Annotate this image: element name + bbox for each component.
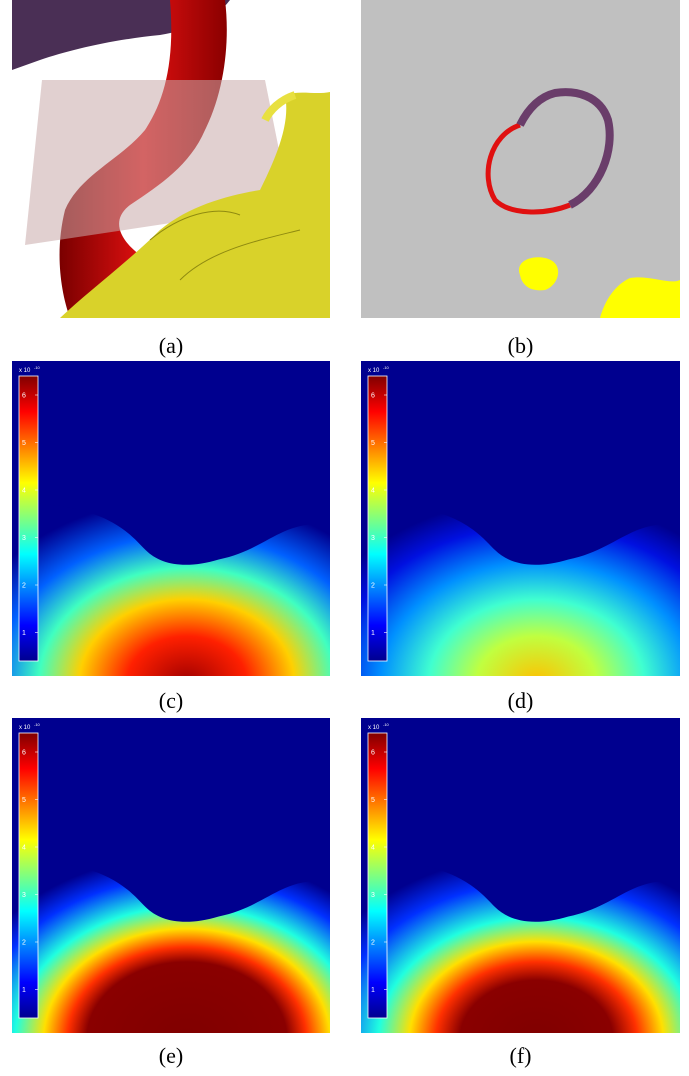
heatmap-panel: x 10-10 1 2 3 4 5 6 — [12, 718, 330, 1033]
colorbar-tick-label: 5 — [22, 797, 26, 804]
colorbar-tick-label: 3 — [371, 892, 375, 899]
colorbar-exponent: -10 — [383, 722, 390, 727]
caption: (c) — [159, 688, 183, 713]
heatmap-panel: x 10-10 1 2 3 4 5 6 — [361, 361, 680, 676]
colorbar-tick-label: 1 — [371, 630, 375, 637]
colorbar — [368, 733, 387, 1018]
figure: (a)(b)(c)(d)(e)(f)x 10-10123456x 10-1012… — [0, 0, 689, 1076]
colorbar-tick-label: 1 — [22, 987, 26, 994]
caption: (d) — [508, 688, 534, 713]
colorbar-tick-label: 4 — [22, 845, 26, 852]
caption: (b) — [508, 333, 534, 358]
caption: (e) — [159, 1043, 183, 1068]
colorbar-tick-label: 4 — [22, 488, 26, 495]
colorbar-multiplier: x 10 — [368, 725, 380, 731]
colorbar-tick-label: 5 — [371, 797, 375, 804]
colorbar-tick-label: 6 — [371, 393, 375, 400]
colorbar-tick-label: 4 — [371, 488, 375, 495]
colorbar-tick-label: 4 — [371, 845, 375, 852]
colorbar-exponent: -10 — [34, 722, 41, 727]
colorbar-tick-label: 6 — [22, 750, 26, 757]
colorbar — [19, 733, 38, 1018]
colorbar-multiplier: x 10 — [19, 725, 31, 731]
cross-section — [361, 0, 680, 318]
colorbar-tick-label: 6 — [371, 750, 375, 757]
colorbar-multiplier: x 10 — [19, 368, 31, 374]
heatmap-panel: x 10-10 1 2 3 4 5 6 — [361, 718, 680, 1033]
caption: (f) — [510, 1043, 532, 1068]
colorbar-exponent: -10 — [34, 365, 41, 370]
colorbar — [19, 376, 38, 661]
colorbar-exponent: -10 — [383, 365, 390, 370]
colorbar-tick-label: 2 — [371, 940, 375, 947]
colorbar-tick-label: 5 — [22, 440, 26, 447]
colorbar-tick-label: 5 — [371, 440, 375, 447]
colorbar-tick-label: 2 — [371, 583, 375, 590]
colorbar-tick-label: 6 — [22, 393, 26, 400]
colorbar-tick-label: 3 — [22, 892, 26, 899]
colorbar-tick-label: 1 — [371, 987, 375, 994]
colorbar-multiplier: x 10 — [368, 368, 380, 374]
colorbar-tick-label: 3 — [22, 535, 26, 542]
colorbar — [368, 376, 387, 661]
heatmap-panel: x 10-10 1 2 3 4 5 6 — [12, 361, 330, 676]
colorbar-tick-label: 3 — [371, 535, 375, 542]
colorbar-tick-label: 1 — [22, 630, 26, 637]
colorbar-tick-label: 2 — [22, 583, 26, 590]
colorbar-tick-label: 2 — [22, 940, 26, 947]
render-3d — [12, 0, 330, 318]
caption: (a) — [159, 333, 183, 358]
page: (a)(b)(c)(d)(e)(f)x 10-10123456x 10-1012… — [0, 0, 689, 1076]
